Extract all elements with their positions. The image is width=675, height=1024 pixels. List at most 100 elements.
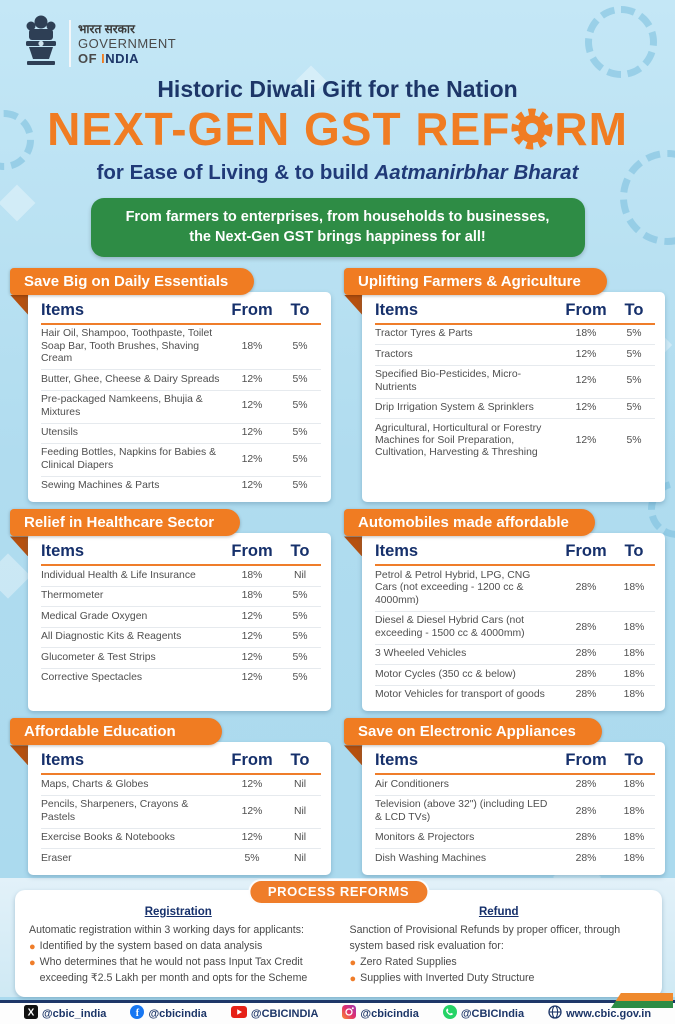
from-cell: 12% [575, 348, 597, 360]
to-cell: 5% [292, 610, 308, 622]
table-row: Monitors & Projectors 28% 18% [375, 827, 655, 848]
main-title: NEXT-GEN GST REF RM [47, 103, 628, 155]
youtube-icon [230, 1006, 247, 1021]
item-cell: Exercise Books & Notebooks [41, 832, 175, 844]
to-cell: 5% [292, 651, 308, 663]
bullet-icon: ● [29, 940, 36, 953]
tables-grid: Save Big on Daily Essentials Items From … [10, 267, 665, 875]
section-ribbon: Affordable Education [10, 718, 222, 746]
ribbon-fold [10, 745, 28, 766]
item-cell: Corrective Spectacles [41, 672, 143, 684]
social-instagram[interactable]: @cbicindia [342, 1005, 419, 1022]
table-header: Items From To [41, 296, 321, 325]
items-header: Items [375, 542, 419, 561]
from-cell: 28% [575, 648, 597, 660]
whatsapp-icon [442, 1005, 457, 1022]
table-panel: Items From To Petrol & Petrol Hybrid, LP… [362, 533, 665, 712]
item-cell: All Diagnostic Kits & Reagents [41, 631, 182, 643]
ribbon-fold [10, 536, 28, 557]
from-cell: 12% [241, 373, 263, 385]
social-whatsapp[interactable]: @CBICIndia [442, 1005, 524, 1022]
to-cell: 18% [623, 778, 645, 790]
item-cell: Utensils [41, 427, 78, 438]
tricolor-ribbon-icon [611, 993, 673, 1008]
table-row: Medical Grade Oxygen 12% 5% [41, 606, 321, 626]
refund-column: Refund Sanction of Provisional Refunds b… [350, 904, 649, 988]
item-cell: Agricultural, Horticultural or Forestry … [375, 422, 542, 459]
to-cell: Nil [293, 852, 307, 864]
registration-heading: Registration [144, 905, 212, 918]
to-cell: 18% [623, 648, 645, 660]
table-row: Hair Oil, Shampoo, Toothpaste, Toilet So… [41, 325, 321, 369]
to-cell: 5% [626, 435, 642, 446]
to-cell: 5% [292, 400, 308, 412]
message-banner: From farmers to enterprises, from househ… [90, 198, 585, 257]
table-header: Items From To [41, 537, 321, 567]
table-panel: Items From To Hair Oil, Shampoo, Toothpa… [28, 291, 331, 503]
from-cell: 12% [241, 832, 263, 844]
social-x[interactable]: X @cbic_india [23, 1005, 106, 1022]
table-row: Glucometer & Test Strips 12% 5% [41, 647, 321, 667]
social-facebook[interactable]: f @cbicindia [130, 1005, 207, 1022]
table-body: Air Conditioners 28% 18% Television (above … [375, 775, 655, 868]
from-cell: 12% [241, 400, 263, 412]
banner-line1: From farmers to enterprises, from househ… [125, 209, 550, 225]
item-cell: Motor Vehicles for transport of goods [375, 689, 545, 701]
from-header: From [231, 300, 273, 319]
item-cell: Pre-packaged Namkeens, Bhujia & Mixtures [41, 394, 203, 418]
items-header: Items [375, 300, 419, 319]
org-name-hindi: भारत सरकार [78, 22, 135, 37]
website-link[interactable]: www.cbic.gov.in [548, 1005, 651, 1022]
table-row: Motor Vehicles for transport of goods 28%… [375, 684, 655, 705]
from-cell: 28% [575, 805, 597, 817]
from-cell: 18% [241, 590, 263, 602]
table-row: Utensils 12% 5% [41, 422, 321, 443]
table-panel: Items From To Air Conditioners 28% 18% Tele… [362, 742, 665, 875]
from-cell: 28% [575, 778, 597, 790]
ribbon-fold [10, 294, 28, 315]
refund-bullet: ● Zero Rated Supplies [350, 955, 649, 972]
from-cell: 12% [241, 427, 263, 438]
item-cell: Motor Cycles (350 cc & below) [375, 668, 516, 680]
to-cell: 5% [292, 480, 308, 492]
banner-line2: the Next-Gen GST brings happiness for al… [189, 229, 486, 246]
from-cell: 18% [241, 340, 263, 352]
from-header: From [565, 542, 607, 561]
item-cell: Petrol & Petrol Hybrid, LPG, CNG Cars (n… [375, 569, 531, 606]
from-cell: 12% [241, 453, 263, 465]
items-header: Items [41, 542, 85, 561]
to-cell: 5% [292, 672, 308, 684]
item-cell: Television (above 32") (including LED & … [375, 799, 548, 823]
to-header: To [624, 300, 644, 319]
svg-text:f: f [136, 1008, 140, 1019]
social-youtube[interactable]: @CBICINDIA [230, 1006, 318, 1021]
gear-decor [585, 6, 657, 78]
table-row: Specified Bio-Pesticides, Micro-Nutrient… [375, 364, 655, 398]
section-ribbon: Uplifting Farmers & Agriculture [344, 267, 607, 295]
from-cell: 12% [241, 651, 263, 663]
table-row: Pre-packaged Namkeens, Bhujia & Mixtures… [41, 389, 321, 423]
from-cell: 12% [241, 672, 263, 684]
item-cell: Diesel & Diesel Hybrid Cars (not exceedi… [375, 615, 525, 639]
table-row: Tractor Tyres & Parts 18% 5% [375, 325, 655, 344]
refund-bullet: ● Supplies with Inverted Duty Structure [350, 971, 649, 988]
from-header: From [565, 751, 607, 770]
subtitle: for Ease of Living & to build Aatmanirbh… [96, 161, 579, 184]
refund-intro: Sanction of Provisional Refunds by prope… [349, 923, 621, 952]
to-header: To [624, 751, 644, 770]
to-cell: 5% [626, 375, 642, 387]
table-body: Hair Oil, Shampoo, Toothpaste, Toilet So… [41, 325, 321, 497]
instagram-icon [342, 1005, 357, 1022]
table-header: Items From To [375, 537, 655, 567]
table-row: Maps, Charts & Globes 12% Nil [41, 775, 321, 794]
item-cell: Drip Irrigation System & Sprinklers [375, 402, 534, 414]
table-header: Items From To [375, 296, 655, 325]
government-logo: भारत सरकार GOVERNMENT OF INDIA [0, 0, 675, 74]
from-cell: 12% [575, 435, 597, 446]
globe-icon [548, 1005, 562, 1022]
table-card-daily-essentials: Save Big on Daily Essentials Items From … [10, 267, 331, 503]
bullet-icon: ● [349, 956, 357, 969]
bullet-icon: ● [29, 957, 36, 970]
item-cell: Tractor Tyres & Parts [375, 328, 473, 340]
table-row: Air Conditioners 28% 18% [375, 775, 655, 794]
